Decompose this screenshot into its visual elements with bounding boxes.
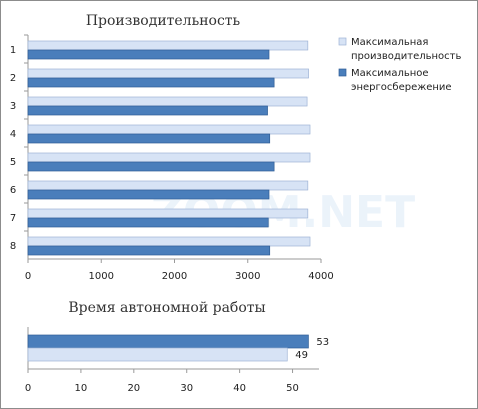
legend-swatch	[338, 37, 347, 46]
bar-energy-saving	[27, 245, 271, 256]
category-label: 5	[10, 157, 16, 168]
bar-energy-saving	[27, 133, 271, 144]
bar-max-performance	[27, 68, 309, 79]
category-label: 6	[10, 185, 16, 196]
bar-max-performance	[27, 124, 311, 135]
x-tick-label: 3000	[235, 271, 260, 282]
bar-energy-saving	[27, 49, 270, 60]
legend-swatch	[338, 68, 347, 77]
bar-max-performance	[27, 40, 309, 51]
bar-max-performance	[27, 152, 311, 163]
x-tick-label: 1000	[89, 271, 114, 282]
bar-energy-saving	[27, 161, 275, 172]
battery-chart-title: Время автономной работы	[68, 300, 265, 316]
x-tick-label: 4000	[308, 271, 333, 282]
x-tick-label: 50	[286, 383, 299, 394]
category-label: 8	[10, 241, 16, 252]
x-tick-label: 20	[127, 383, 140, 394]
legend-label: энергосбережение	[351, 82, 452, 93]
performance-chart-title: Производительность	[86, 13, 241, 29]
x-tick-label: 0	[25, 383, 31, 394]
data-label: 49	[295, 350, 308, 361]
category-label: 3	[10, 101, 16, 112]
x-tick-label: 40	[233, 383, 246, 394]
bar-energy-saving	[27, 77, 275, 88]
bar-battery-max-performance	[27, 347, 288, 362]
bar-energy-saving	[27, 105, 268, 116]
bar-battery-energy-saving	[27, 334, 309, 349]
bar-max-performance	[27, 96, 308, 107]
x-tick-label: 0	[25, 271, 31, 282]
legend-label: Максимальное	[351, 68, 429, 79]
bar-energy-saving	[27, 189, 270, 200]
bar-energy-saving	[27, 217, 269, 228]
legend: Максимальная производительность Максимальн…	[338, 37, 461, 93]
data-label: 53	[316, 337, 329, 348]
x-tick-label: 2000	[162, 271, 187, 282]
x-tick-label: 10	[75, 383, 88, 394]
legend-label: производительность	[351, 51, 461, 62]
category-label: 7	[10, 213, 16, 224]
bar-max-performance	[27, 208, 309, 219]
category-label: 1	[10, 45, 16, 56]
category-label: 2	[10, 73, 16, 84]
performance-plot-area: 0 1000 2000 3000 4000 1 2 3 4 5 6 7 8	[10, 34, 334, 282]
x-tick-label: 30	[180, 383, 193, 394]
bar-max-performance	[27, 236, 311, 247]
battery-plot-area: 0 10 20 30 40 50 53 49	[25, 327, 329, 394]
legend-label: Максимальная	[351, 37, 428, 48]
category-label: 4	[10, 129, 16, 140]
bar-max-performance	[27, 180, 309, 191]
